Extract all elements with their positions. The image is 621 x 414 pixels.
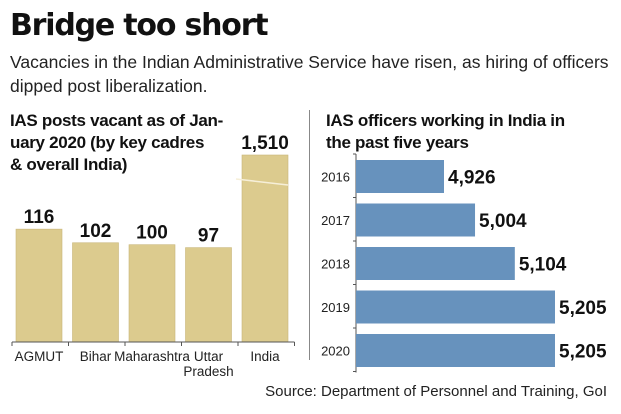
left-chart-title: IAS posts vacant as of Jan- uary 2020 (b… [10, 110, 245, 176]
data-label: 5,205 [559, 342, 607, 363]
bar-india [241, 154, 289, 343]
data-label: 5,205 [559, 298, 607, 319]
bar-2018 [356, 247, 515, 280]
right-chart-title-line: the past five years [326, 133, 469, 152]
left-chart-title-line: & overall India) [10, 155, 128, 174]
bar-bihar [72, 242, 119, 343]
data-label: 102 [80, 221, 112, 242]
bar-uttar-pradesh [185, 247, 232, 343]
year-label: 2018 [321, 257, 350, 272]
category-label: Pradesh [183, 364, 233, 379]
data-label: 1,510 [241, 133, 289, 154]
bar-2017 [356, 203, 476, 237]
right-chart-title-line: IAS officers working in India in [326, 111, 565, 130]
category-label: AGMUT [15, 349, 64, 364]
right-chart-title: IAS officers working in India in the pas… [326, 110, 616, 154]
bar-agmut [15, 228, 63, 343]
chart-divider [309, 110, 310, 360]
category-label: Uttar [194, 349, 224, 364]
data-label: 116 [24, 207, 55, 228]
category-label: Maharashtra [114, 349, 190, 364]
left-chart-title-line: IAS posts vacant as of Jan- [10, 111, 223, 130]
page-subtitle: Vacancies in the Indian Administrative S… [10, 52, 609, 96]
data-label: 100 [136, 223, 168, 244]
vacancies-bar-chart: 116 AGMUT 102 Bihar 100 Maharashtra 97 UttarPra… [11, 133, 295, 379]
data-label: 97 [198, 226, 219, 247]
left-chart-title-line: uary 2020 (by key cadres [10, 133, 205, 152]
data-label: 5,004 [479, 211, 527, 232]
category-label: Bihar [80, 349, 112, 364]
page-title: Bridge too short [10, 8, 269, 43]
year-label: 2020 [321, 344, 350, 359]
bar-2016 [356, 160, 444, 193]
data-label: 4,926 [448, 168, 496, 189]
year-label: 2019 [321, 300, 350, 315]
bar-2019 [356, 290, 555, 324]
bar-2020 [356, 334, 555, 367]
year-label: 2016 [321, 170, 350, 185]
axis-break-line [235, 178, 289, 186]
year-label: 2017 [321, 213, 350, 228]
category-label: India [250, 349, 280, 364]
data-label: 5,104 [519, 255, 567, 276]
source-note: Source: Department of Personnel and Trai… [265, 383, 607, 400]
